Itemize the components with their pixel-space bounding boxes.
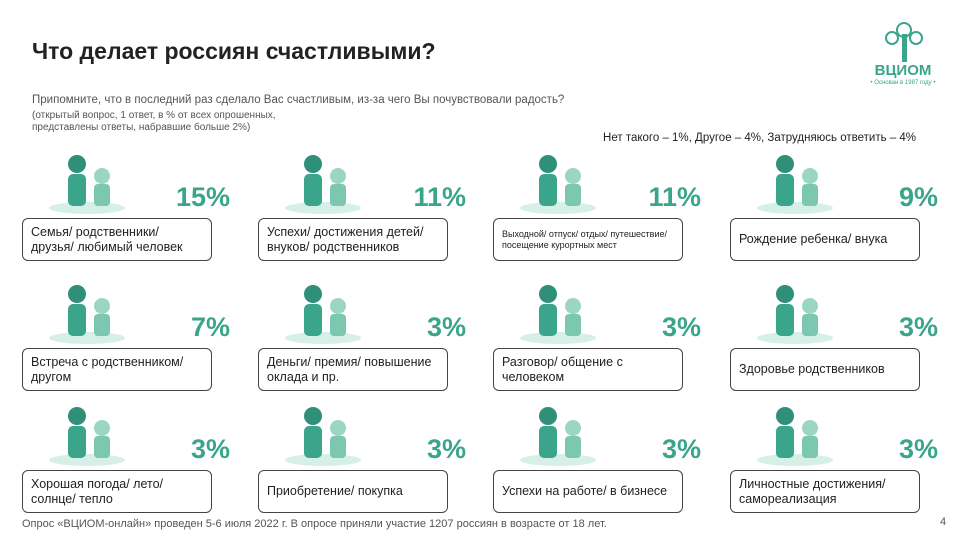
answer-card: Успехи/ достижения детей/ внуков/ родств…: [258, 218, 448, 261]
percent: 15%: [175, 182, 230, 212]
answer-card: Встреча с родственником/ другом: [22, 348, 212, 391]
percent: 3%: [661, 434, 701, 464]
answer-card: Личностные достижения/ самореализация: [730, 470, 920, 513]
illustration: [49, 155, 125, 214]
percent: 7%: [190, 312, 230, 342]
percent: 3%: [661, 312, 701, 342]
percent: 9%: [898, 182, 938, 212]
answer-card: Приобретение/ покупка: [258, 470, 448, 513]
illustration: [520, 155, 596, 214]
percent: 3%: [898, 312, 938, 342]
answer-card: Хорошая погода/ лето/ солнце/ тепло: [22, 470, 212, 513]
percent: 3%: [190, 434, 230, 464]
percent: 3%: [426, 434, 466, 464]
answer-card: Успехи на работе/ в бизнесе: [493, 470, 683, 513]
illustration: [757, 285, 833, 344]
note: (открытый вопрос, 1 ответ, в % от всех о…: [32, 110, 276, 133]
logo-tagline: • Основан в 1987 году •: [870, 80, 936, 86]
answer-card: Семья/ родственники/ друзья/ любимый чел…: [22, 218, 212, 261]
page-number: 4: [940, 516, 947, 528]
logo-name: ВЦИОМ: [874, 62, 932, 79]
answer-card: Деньги/ премия/ повышение оклада и пр.: [258, 348, 448, 391]
percent: 11%: [413, 182, 466, 212]
illustration: [520, 407, 596, 466]
illustration: [49, 285, 125, 344]
percent: 3%: [898, 434, 938, 464]
question: Припомните, что в последний раз сделало …: [32, 94, 565, 106]
answer-card: Выходной/ отпуск/ отдых/ путешествие/ по…: [493, 218, 683, 261]
illustration: [285, 407, 361, 466]
answer-card: Рождение ребенка/ внука: [730, 218, 920, 261]
illustration: [520, 285, 596, 344]
source: Опрос «ВЦИОМ-онлайн» проведен 5-6 июля 2…: [22, 518, 607, 530]
logo-tree: [885, 22, 923, 62]
illustration: [285, 285, 361, 344]
illustration: [285, 155, 361, 214]
title: Что делает россиян счастливыми?: [32, 38, 436, 64]
illustration: [757, 155, 833, 214]
answer-card: Здоровье родственников: [730, 348, 920, 391]
illustration: [757, 407, 833, 466]
other-answers: Нет такого – 1%, Другое – 4%, Затрудняюс…: [603, 132, 916, 144]
percent: 11%: [648, 182, 701, 212]
percent: 3%: [426, 312, 466, 342]
answer-card: Разговор/ общение с человеком: [493, 348, 683, 391]
illustration: [49, 407, 125, 466]
